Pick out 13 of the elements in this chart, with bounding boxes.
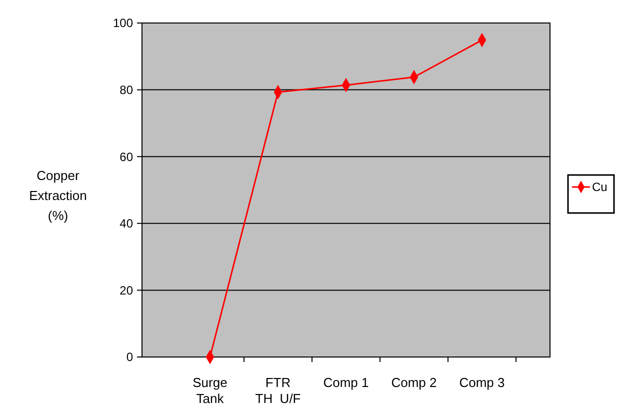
legend-label: Cu (592, 180, 608, 194)
y-tick-label: 20 (120, 283, 134, 298)
x-tick-label: FTR TH U/F (255, 375, 301, 406)
x-tick-label: Comp 2 (391, 375, 437, 390)
x-tick-label: Surge Tank (192, 375, 228, 406)
x-tick-label: Comp 1 (323, 375, 369, 390)
y-axis-title: Copper Extraction (%) (29, 168, 87, 223)
y-tick-label: 40 (120, 216, 134, 231)
y-tick-label: 100 (112, 16, 134, 30)
x-tick-label: Comp 3 (459, 375, 505, 390)
y-tick-label: 60 (120, 150, 134, 164)
y-tick-label: 0 (126, 350, 134, 364)
y-tick-label: 80 (120, 83, 134, 97)
